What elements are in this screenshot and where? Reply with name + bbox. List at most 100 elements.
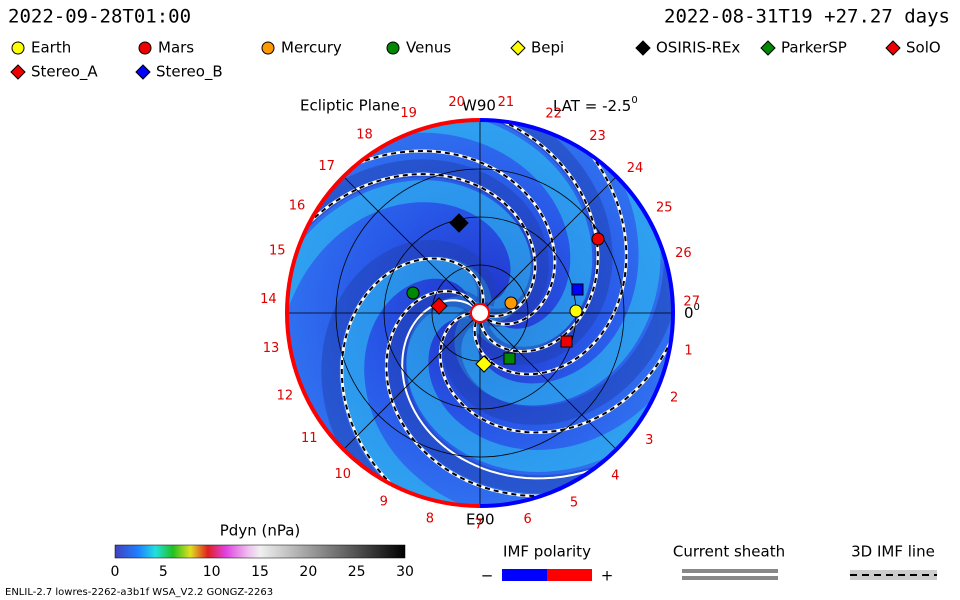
- spirals: [287, 120, 673, 506]
- legend-marker: [135, 64, 151, 80]
- imf-neg: [502, 569, 547, 581]
- colorbar-tick: 5: [159, 564, 168, 580]
- colorbar: [114, 544, 406, 559]
- legend-marker: [635, 40, 651, 56]
- legend-marker: [10, 64, 26, 80]
- legend-marker: [885, 40, 901, 56]
- ring-label: 16: [289, 198, 306, 213]
- ring-label: 13: [263, 341, 280, 356]
- disc: [285, 118, 675, 508]
- ring-label: 15: [269, 244, 286, 259]
- band: [443, 230, 673, 425]
- ring-label: 26: [675, 246, 692, 261]
- sheath-title: Current sheath: [673, 543, 785, 561]
- field-line: [439, 291, 673, 434]
- ring-label: 11: [301, 431, 318, 446]
- line-bg: [850, 570, 937, 580]
- colorbar-tick: 30: [396, 564, 414, 580]
- colorbar-ticks: 0 5 10 15 20 25 30: [111, 564, 414, 580]
- zero: 00: [684, 302, 700, 322]
- ring-label: 22: [545, 107, 562, 122]
- spacecraft: [406, 213, 605, 373]
- lat-text: LAT = -2.5: [553, 97, 631, 115]
- ring-label: 7: [475, 517, 483, 532]
- colorbar-tick: 15: [251, 564, 269, 580]
- ring-label: 8: [426, 511, 434, 526]
- ring-label: 24: [627, 161, 644, 176]
- zero-sup: 0: [694, 302, 700, 313]
- legend-label: Stereo_B: [156, 63, 223, 82]
- bottom-label: E90: [466, 511, 495, 529]
- footer: ENLIL-2.7 lowres-2262-a3b1f WSA_V2.2 GON…: [5, 587, 273, 598]
- imf-title: IMF polarity: [503, 543, 591, 561]
- ring-label: 18: [356, 128, 373, 143]
- field-line: [385, 290, 593, 498]
- zero-text: 0: [684, 304, 694, 322]
- ring-label: 21: [498, 95, 515, 110]
- ring-label: 5: [570, 496, 578, 511]
- lat-sup: 0: [631, 95, 637, 106]
- ring-label: 20: [448, 95, 465, 110]
- band: [321, 239, 496, 506]
- imf-plus: +: [601, 567, 614, 585]
- band: [287, 159, 549, 327]
- ring-label: 14: [260, 292, 277, 307]
- field-line: [312, 149, 556, 326]
- rim-right: [479, 118, 675, 508]
- run: 2022-08-31T19 +27.27 days: [664, 6, 950, 28]
- field-line: [287, 173, 537, 318]
- legend-label: Bepi: [531, 39, 564, 57]
- colorbar-tick: 20: [299, 564, 317, 580]
- colorbar-tick: 25: [348, 564, 366, 580]
- legend-marker: [11, 41, 25, 55]
- ring-label: 10: [335, 467, 352, 482]
- ring-label: 23: [589, 129, 606, 144]
- line-title: 3D IMF line: [851, 543, 935, 561]
- legend-label: ParkerSP: [781, 39, 847, 57]
- time: 2022-09-28T01:00: [8, 6, 191, 28]
- legend-label: Mars: [158, 39, 194, 57]
- ring-label: 19: [400, 106, 417, 121]
- ring-label: 2: [670, 391, 678, 406]
- band: [392, 120, 593, 351]
- colorbar-tick: 10: [203, 564, 221, 580]
- legend-marker: [386, 41, 400, 55]
- band: [406, 296, 673, 473]
- legend-label: Stereo_A: [31, 63, 98, 82]
- legend-marker: [261, 41, 275, 55]
- plot-title: Ecliptic Plane: [300, 97, 400, 115]
- ring-label: 27: [683, 294, 700, 309]
- ring-label: 1: [684, 344, 692, 359]
- field-line: [452, 120, 599, 353]
- ring-label: 6: [524, 512, 532, 527]
- imf-minus: −: [481, 567, 494, 585]
- legend-label: SolO: [906, 39, 941, 57]
- legend: Earth Mars Mercury Venus Bepi OSIRIS-REx Parke…: [10, 39, 941, 82]
- band: [342, 256, 492, 506]
- ring-label: 25: [656, 201, 673, 216]
- legend-label: Venus: [406, 39, 451, 57]
- legend-label: Earth: [31, 39, 71, 57]
- ring-label: 9: [380, 494, 388, 509]
- lat: LAT = -2.50: [553, 95, 638, 115]
- sun: [470, 303, 490, 323]
- imf-pos: [547, 569, 592, 581]
- band: [287, 180, 533, 328]
- legend-marker: [138, 41, 152, 55]
- ring-label: 3: [645, 433, 653, 448]
- colorbar-title: Pdyn (nPa): [220, 522, 301, 540]
- rim-left: [285, 118, 481, 508]
- legend-label: Mercury: [281, 39, 342, 57]
- ring-label: 4: [611, 469, 619, 484]
- field-line: [340, 257, 485, 506]
- legend-label: OSIRIS-REx: [656, 39, 740, 57]
- ring-label: 17: [318, 159, 335, 174]
- legend-marker: [510, 40, 526, 56]
- top-label: W90: [462, 97, 496, 115]
- legend-marker: [760, 40, 776, 56]
- ring-label: 12: [277, 388, 294, 403]
- colorbar-tick: 0: [111, 564, 120, 580]
- band: [454, 158, 661, 406]
